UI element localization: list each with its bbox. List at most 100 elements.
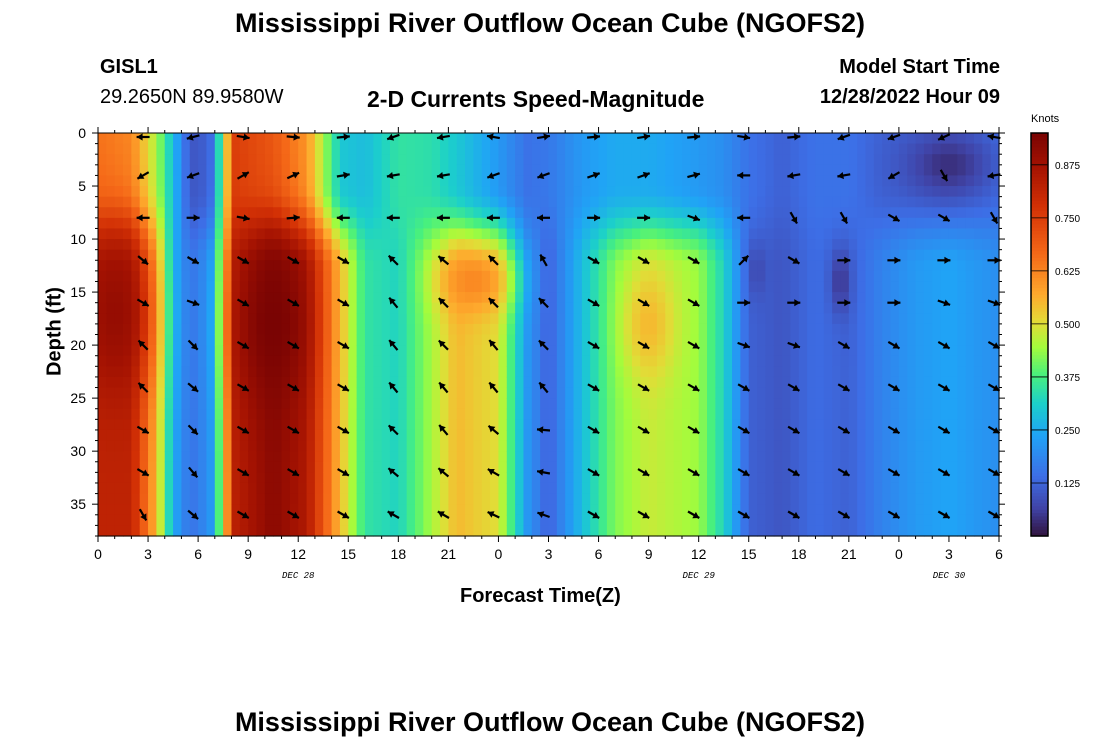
heatmap-cell (840, 419, 850, 431)
heatmap-cell (690, 504, 700, 516)
heatmap-cell (565, 270, 575, 283)
heatmap-cell (698, 525, 708, 537)
heatmap-cell (656, 472, 666, 484)
heatmap-cell (231, 355, 241, 367)
heatmap-cell (364, 260, 374, 272)
heatmap-cell (990, 472, 1000, 484)
heatmap-cell (298, 440, 308, 452)
heatmap-cell (715, 334, 725, 346)
heatmap-cell (590, 366, 600, 378)
heatmap-cell (848, 270, 858, 283)
heatmap-cell (631, 323, 641, 336)
heatmap-cell (973, 281, 983, 293)
heatmap-cell (173, 143, 183, 155)
heatmap-cell (690, 239, 700, 251)
heatmap-cell (348, 345, 358, 357)
heatmap-cell (840, 207, 850, 219)
heatmap-cell (732, 504, 741, 516)
current-arrow (787, 383, 800, 392)
colorbar-step (1031, 347, 1048, 352)
heatmap-cell (798, 196, 808, 208)
heatmap-cell (581, 376, 591, 389)
colorbar-step (1031, 331, 1048, 336)
heatmap-cell (206, 292, 216, 304)
heatmap-cell (289, 196, 299, 208)
heatmap-cell (656, 133, 666, 145)
heatmap-cell (181, 164, 191, 177)
colorbar-tick-label: 0.375 (1055, 373, 1080, 384)
heatmap-cell (707, 302, 716, 314)
current-arrow (737, 341, 751, 349)
heatmap-cell (206, 239, 216, 251)
heatmap-cell (465, 207, 475, 219)
heatmap-cell (948, 292, 958, 304)
heatmap-cell (823, 143, 833, 155)
heatmap-cell (798, 228, 808, 240)
heatmap-cell (556, 387, 566, 399)
heatmap-cell (173, 228, 183, 240)
heatmap-cell (656, 429, 666, 442)
heatmap-cell (473, 217, 483, 230)
heatmap-cell (364, 228, 374, 240)
current-arrow (287, 468, 300, 477)
heatmap-cell (631, 366, 641, 378)
heatmap-cell (590, 186, 600, 198)
heatmap-cell (581, 419, 591, 431)
heatmap-cell (131, 186, 141, 198)
heatmap-cell (339, 175, 349, 187)
heatmap-cell (448, 398, 458, 410)
current-arrow (787, 299, 801, 307)
heatmap-cell (673, 482, 683, 495)
heatmap-cell (389, 504, 399, 516)
heatmap-cell (98, 175, 107, 187)
heatmap-cell (506, 207, 516, 219)
heatmap-cell (615, 239, 625, 251)
heatmap-cell (498, 313, 508, 325)
heatmap-cell (973, 175, 983, 187)
heatmap-cell (715, 323, 725, 336)
heatmap-cell (398, 345, 408, 357)
heatmap-cell (807, 334, 817, 346)
heatmap-cell (882, 504, 892, 516)
current-arrow (637, 214, 651, 222)
heatmap-cell (440, 260, 449, 272)
heatmap-cell (531, 408, 541, 420)
heatmap-cell (348, 217, 358, 230)
heatmap-cell (765, 207, 775, 219)
heatmap-cell (740, 345, 750, 357)
heatmap-cell (306, 451, 316, 463)
heatmap-cell (114, 504, 124, 516)
heatmap-cell (915, 313, 925, 325)
heatmap-cell (923, 270, 933, 283)
heatmap-cell (314, 270, 324, 283)
heatmap-cell (306, 270, 316, 283)
heatmap-cell (156, 281, 166, 293)
heatmap-cell (123, 133, 132, 145)
heatmap-cell (256, 270, 266, 283)
heatmap-cell (490, 292, 500, 304)
heatmap-cell (748, 217, 758, 230)
heatmap-cell (782, 207, 792, 219)
heatmap-cell (490, 186, 500, 198)
heatmap-cell (707, 228, 716, 240)
heatmap-cell (782, 525, 792, 537)
heatmap-cell (907, 366, 917, 378)
heatmap-cell (248, 228, 258, 240)
heatmap-cell (515, 451, 525, 463)
heatmap-cell (490, 175, 500, 187)
heatmap-cell (581, 154, 591, 166)
heatmap-cell (248, 207, 258, 219)
heatmap-cell (114, 408, 124, 420)
heatmap-cell (656, 525, 666, 537)
heatmap-cell (631, 196, 641, 208)
heatmap-cell (990, 186, 1000, 198)
heatmap-cell (248, 175, 258, 187)
heatmap-cell (239, 429, 249, 442)
heatmap-cell (857, 239, 867, 251)
heatmap-cell (356, 514, 366, 526)
heatmap-cell (356, 323, 366, 336)
heatmap-cell (181, 143, 191, 155)
heatmap-cell (490, 440, 500, 452)
heatmap-cell (448, 154, 458, 166)
heatmap-cell (648, 472, 658, 484)
